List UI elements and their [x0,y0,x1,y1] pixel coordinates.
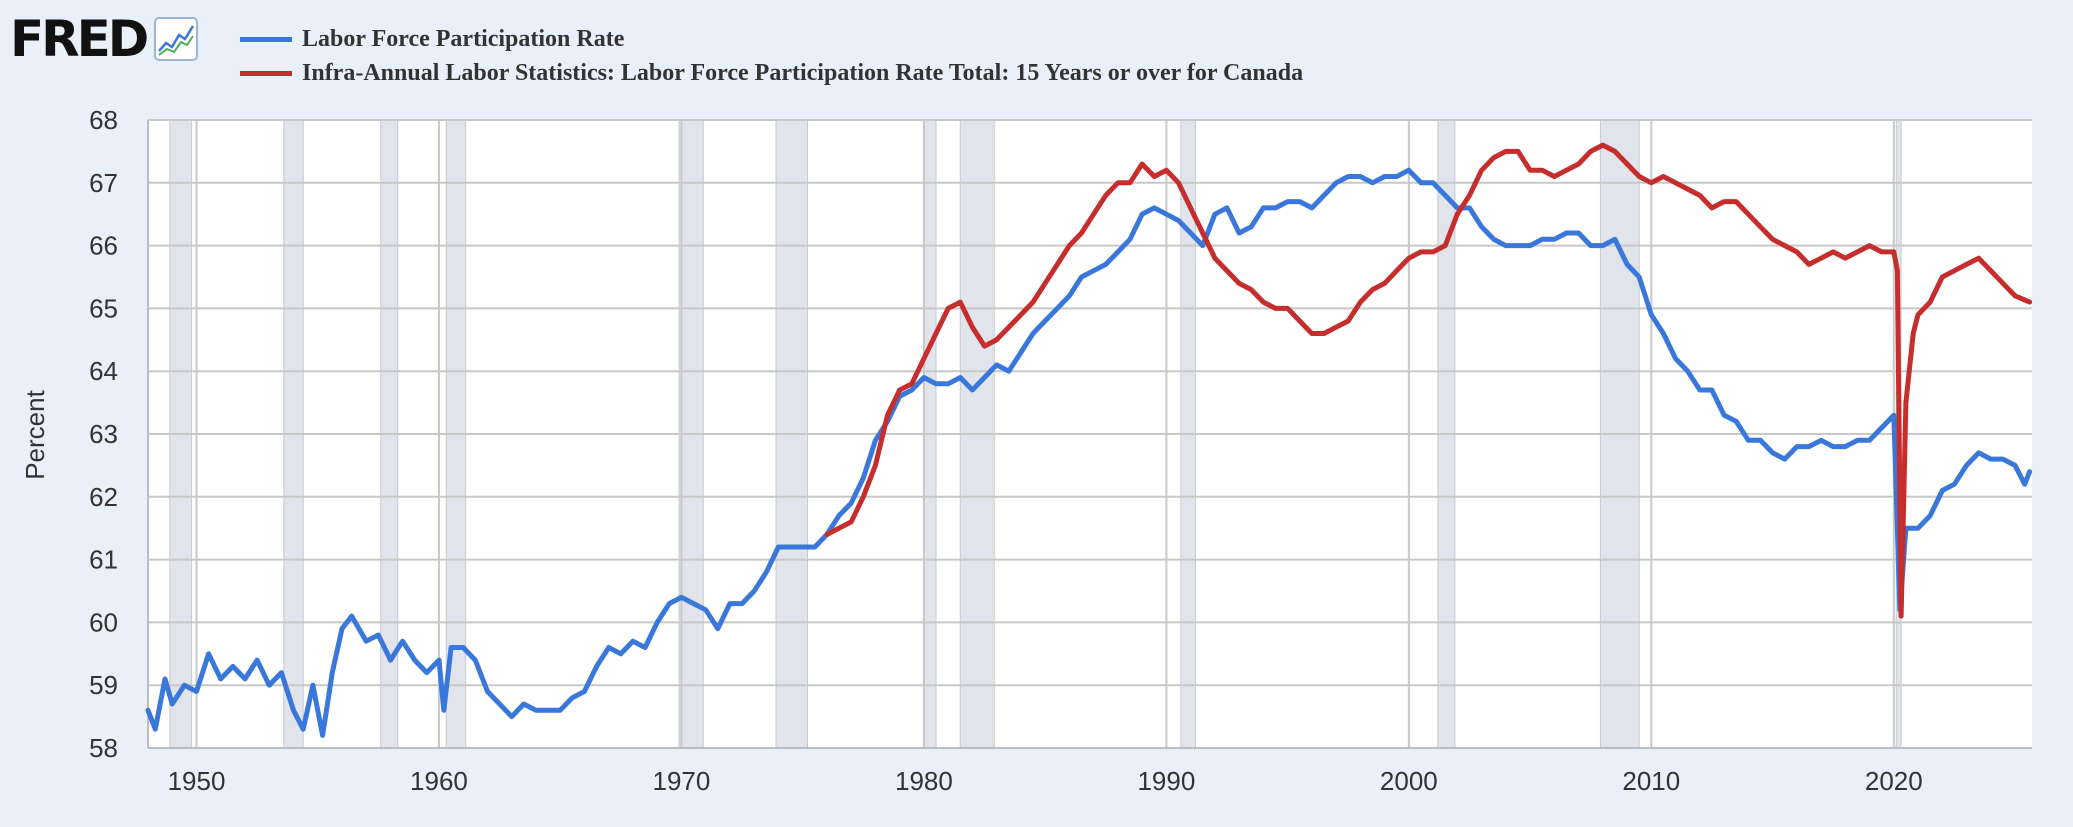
x-tick-label-2000: 2000 [1380,766,1438,796]
line-chart-icon [154,17,199,61]
chart-legend: Labor Force Participation Rate Infra-Ann… [240,22,1303,90]
legend-swatch-canada [240,70,292,76]
y-tick-label-59: 59 [89,670,118,700]
legend-item-us: Labor Force Participation Rate [240,22,1303,56]
y-tick-label-65: 65 [89,293,118,323]
y-tick-label-61: 61 [89,545,118,575]
series-line-us [145,167,2033,738]
y-tick-label-60: 60 [89,607,118,637]
y-tick-label-62: 62 [89,482,118,512]
fred-logo-text: FRED [10,10,149,68]
y-tick-label-64: 64 [89,356,118,386]
legend-item-canada: Infra-Annual Labor Statistics: Labor For… [240,56,1303,90]
x-tick-label-1970: 1970 [653,766,711,796]
y-tick-label-68: 68 [89,105,118,135]
x-tick-label-1990: 1990 [1137,766,1195,796]
y-tick-label-58: 58 [89,733,118,763]
x-tick-label-2020: 2020 [1865,766,1923,796]
x-tick-label-1980: 1980 [895,766,953,796]
legend-swatch-us [240,36,292,42]
x-tick-label-1960: 1960 [410,766,468,796]
series-line-canada [824,142,2033,619]
y-axis-label: Percent [20,389,50,479]
y-tick-label-66: 66 [89,231,118,261]
fred-logo[interactable]: FRED [10,10,199,68]
x-tick-label-2010: 2010 [1622,766,1680,796]
y-tick-label-67: 67 [89,168,118,198]
y-tick-label-63: 63 [89,419,118,449]
legend-label-us: Labor Force Participation Rate [302,25,625,52]
legend-label-canada: Infra-Annual Labor Statistics: Labor For… [302,59,1304,86]
x-tick-label-1950: 1950 [168,766,226,796]
chart-header: FRED Labor Force Participation Rate Infr… [0,0,2073,100]
